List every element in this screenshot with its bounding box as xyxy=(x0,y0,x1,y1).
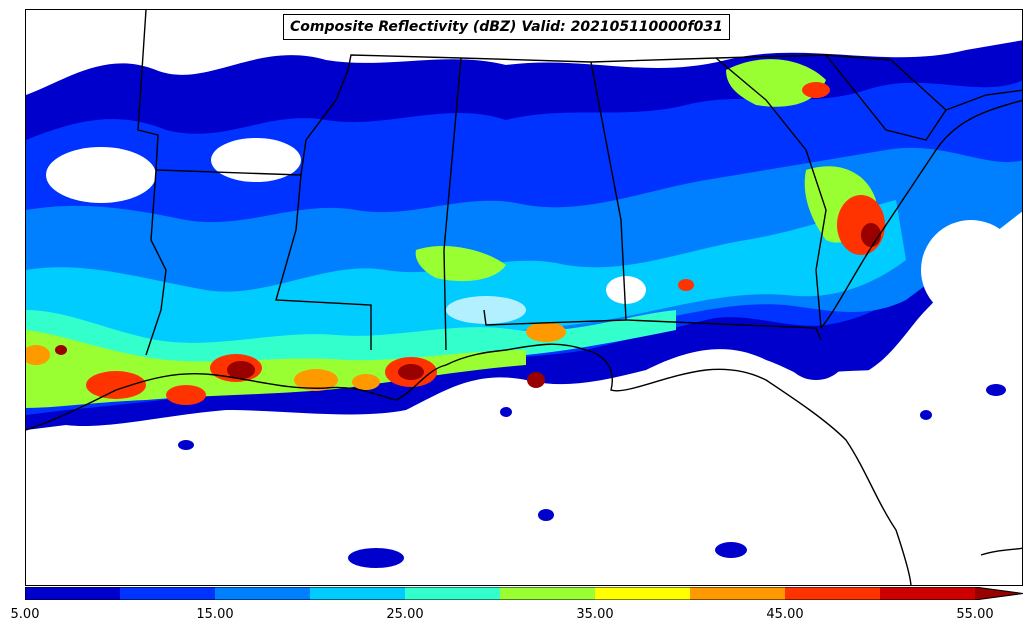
colorbar xyxy=(25,587,1023,600)
reflectivity-map xyxy=(26,10,1022,585)
map-title: Composite Reflectivity (dBZ) Valid: 2021… xyxy=(283,14,730,40)
colorbar-swatch xyxy=(785,587,881,600)
colorbar-swatch xyxy=(500,587,596,600)
reflectivity-field xyxy=(26,40,1022,585)
colorbar-swatch xyxy=(215,587,311,600)
colorbar-tick-label: 15.00 xyxy=(196,607,234,622)
colorbar-swatch xyxy=(690,587,786,600)
map-panel xyxy=(25,9,1023,586)
colorbar-tick-label: 25.00 xyxy=(386,607,424,622)
colorbar-swatch xyxy=(405,587,501,600)
map-borders xyxy=(26,10,1022,585)
colorbar-swatch xyxy=(880,587,976,600)
colorbar-tick-label: 55.00 xyxy=(956,607,994,622)
colorbar-tick-label: 35.00 xyxy=(576,607,614,622)
colorbar-swatch xyxy=(595,587,691,600)
colorbar-tick-label: 45.00 xyxy=(766,607,804,622)
colorbar-tick-label: 5.00 xyxy=(10,607,40,622)
colorbar-extend-arrow xyxy=(975,587,1023,600)
colorbar-swatch xyxy=(120,587,216,600)
colorbar-outline xyxy=(25,587,1023,600)
colorbar-swatch xyxy=(310,587,406,600)
colorbar-swatches xyxy=(25,587,1023,600)
colorbar-swatch xyxy=(25,587,121,600)
